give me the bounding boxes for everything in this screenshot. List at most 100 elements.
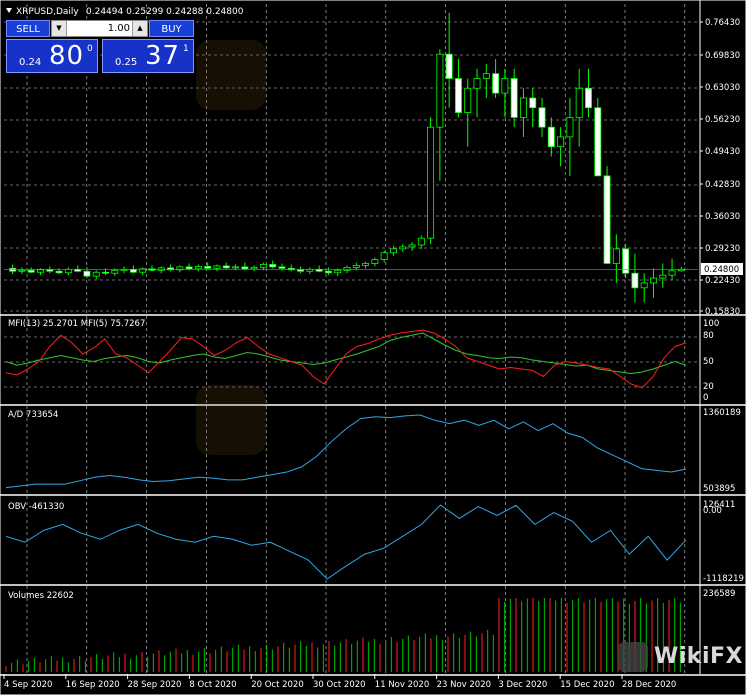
candle-bear — [46, 269, 54, 272]
candle-bull — [408, 244, 416, 248]
candle-bull — [436, 53, 444, 128]
candle-bull — [399, 246, 407, 250]
price-scale-label: 0.22430 — [705, 276, 740, 286]
sell-price-prefix: 0.24 — [19, 57, 42, 68]
candle-bull — [520, 97, 527, 118]
mfi-indicator-pane — [5, 329, 687, 389]
date-label: 8 Oct 2020 — [189, 680, 236, 690]
candle-bull — [250, 266, 258, 270]
candle-bull — [389, 248, 397, 254]
candle-bull — [650, 277, 657, 284]
ad-scale-min: 503895 — [703, 484, 735, 494]
wikifx-watermark-text: WikiFX — [654, 644, 743, 669]
date-label: 3 Dec 2020 — [498, 680, 547, 690]
candle-bear — [324, 270, 332, 274]
candle-bull — [362, 263, 370, 266]
price-scale-label: 0.76430 — [705, 18, 740, 28]
current-price-label: 0.24800 — [704, 265, 739, 275]
volumes-indicator-pane — [5, 598, 681, 672]
obv-label: OBV -461330 — [8, 502, 64, 512]
lot-size-input[interactable] — [67, 21, 133, 36]
mfi13-line — [5, 329, 687, 389]
candle-bull — [18, 269, 26, 272]
candle-bear — [269, 264, 277, 268]
candle-bear — [529, 97, 537, 109]
candle-bear — [510, 78, 518, 118]
mfi-scale-100: 100 — [703, 319, 719, 329]
mfi-scale-0: 0 — [703, 393, 708, 403]
candle-bull — [139, 268, 147, 273]
candle-bull — [111, 269, 119, 274]
candle-bear — [129, 268, 137, 273]
mfi-scale-80: 80 — [703, 331, 714, 341]
mfi-scale-20: 20 — [703, 382, 714, 392]
date-label: 23 Nov 2020 — [437, 680, 491, 690]
price-scale-label: 0.36030 — [705, 212, 740, 222]
buy-price-fraction: 1 — [183, 44, 189, 54]
candle-bull — [473, 78, 481, 89]
date-axis: 4 Sep 2020 16 Sep 2020 28 Sep 2020 8 Oct 20… — [3, 674, 676, 690]
sell-price-button[interactable]: 0.24 80 0 — [6, 39, 98, 73]
mfi-scale-50: 50 — [703, 357, 714, 367]
candle-bear — [167, 267, 174, 271]
candle-bull — [659, 274, 667, 279]
candle-bull — [64, 268, 72, 274]
candle-bear — [278, 266, 286, 269]
one-click-trading-panel: SELL ▼ ▲ BUY 0.24 80 0 0.25 37 1 — [6, 20, 194, 74]
mfi5-line — [5, 332, 687, 375]
candle-bear — [631, 272, 639, 289]
buy-price-main: 37 — [145, 41, 181, 71]
current-price-marker — [701, 263, 743, 275]
candle-bear — [9, 267, 17, 272]
wikifx-watermark: WikiFX — [618, 642, 742, 676]
buy-price-button[interactable]: 0.25 37 1 — [102, 39, 194, 73]
candle-bull — [557, 136, 565, 148]
ad-indicator-pane — [5, 414, 687, 489]
date-label: 20 Oct 2020 — [251, 680, 304, 690]
chart-ohlc-values: 0.24494 0.25299 0.24288 0.24800 — [86, 7, 244, 17]
price-candles — [4, 12, 698, 303]
price-scale-label: 0.15830 — [705, 307, 740, 317]
volumes-label: Volumes 22602 — [8, 591, 74, 601]
lot-size-stepper[interactable]: ▼ ▲ — [51, 20, 148, 37]
candle-bear — [297, 269, 305, 272]
price-scale-label: 0.29230 — [705, 244, 740, 254]
price-scale-label: 0.56230 — [705, 115, 740, 125]
candle-bull — [501, 78, 509, 94]
date-label: 28 Dec 2020 — [622, 680, 676, 690]
candle-bull — [566, 117, 574, 138]
sell-price-fraction: 0 — [87, 44, 93, 54]
candle-bull — [371, 259, 379, 264]
price-scale-label: 0.49430 — [705, 147, 740, 157]
candle-bull — [575, 87, 583, 118]
price-scale-label: 0.63030 — [705, 83, 740, 93]
candle-bear — [204, 266, 212, 269]
volumes-scale-max: 236589 — [703, 589, 735, 599]
candle-bear — [454, 78, 462, 113]
candle-bear — [27, 269, 35, 273]
lot-decrease-arrow-icon[interactable]: ▼ — [52, 21, 67, 36]
candle-bull — [232, 266, 240, 269]
obv-scale-min: -1118219 — [703, 574, 744, 584]
candle-bear — [585, 87, 592, 109]
candle-bull — [668, 270, 676, 276]
candle-bear — [622, 248, 630, 274]
candle-bull — [640, 282, 648, 289]
date-label: 16 Sep 2020 — [66, 680, 120, 690]
buy-button[interactable]: BUY — [149, 20, 194, 37]
watermark-ghost-logo — [196, 385, 266, 455]
lot-increase-arrow-icon[interactable]: ▲ — [132, 21, 147, 36]
candle-bull — [259, 264, 267, 268]
sell-button[interactable]: SELL — [6, 20, 50, 37]
watermark-ghost-logo — [196, 40, 266, 110]
candle-bull — [612, 248, 620, 264]
candle-bull — [427, 126, 435, 239]
candle-bear — [102, 271, 109, 274]
ad-label: A/D 733654 — [8, 410, 58, 420]
candle-bear — [603, 175, 611, 264]
collapse-triangle-icon[interactable] — [6, 8, 12, 13]
candle-bull — [482, 73, 490, 79]
date-label: 15 Dec 2020 — [560, 680, 614, 690]
candle-bull — [464, 87, 472, 113]
